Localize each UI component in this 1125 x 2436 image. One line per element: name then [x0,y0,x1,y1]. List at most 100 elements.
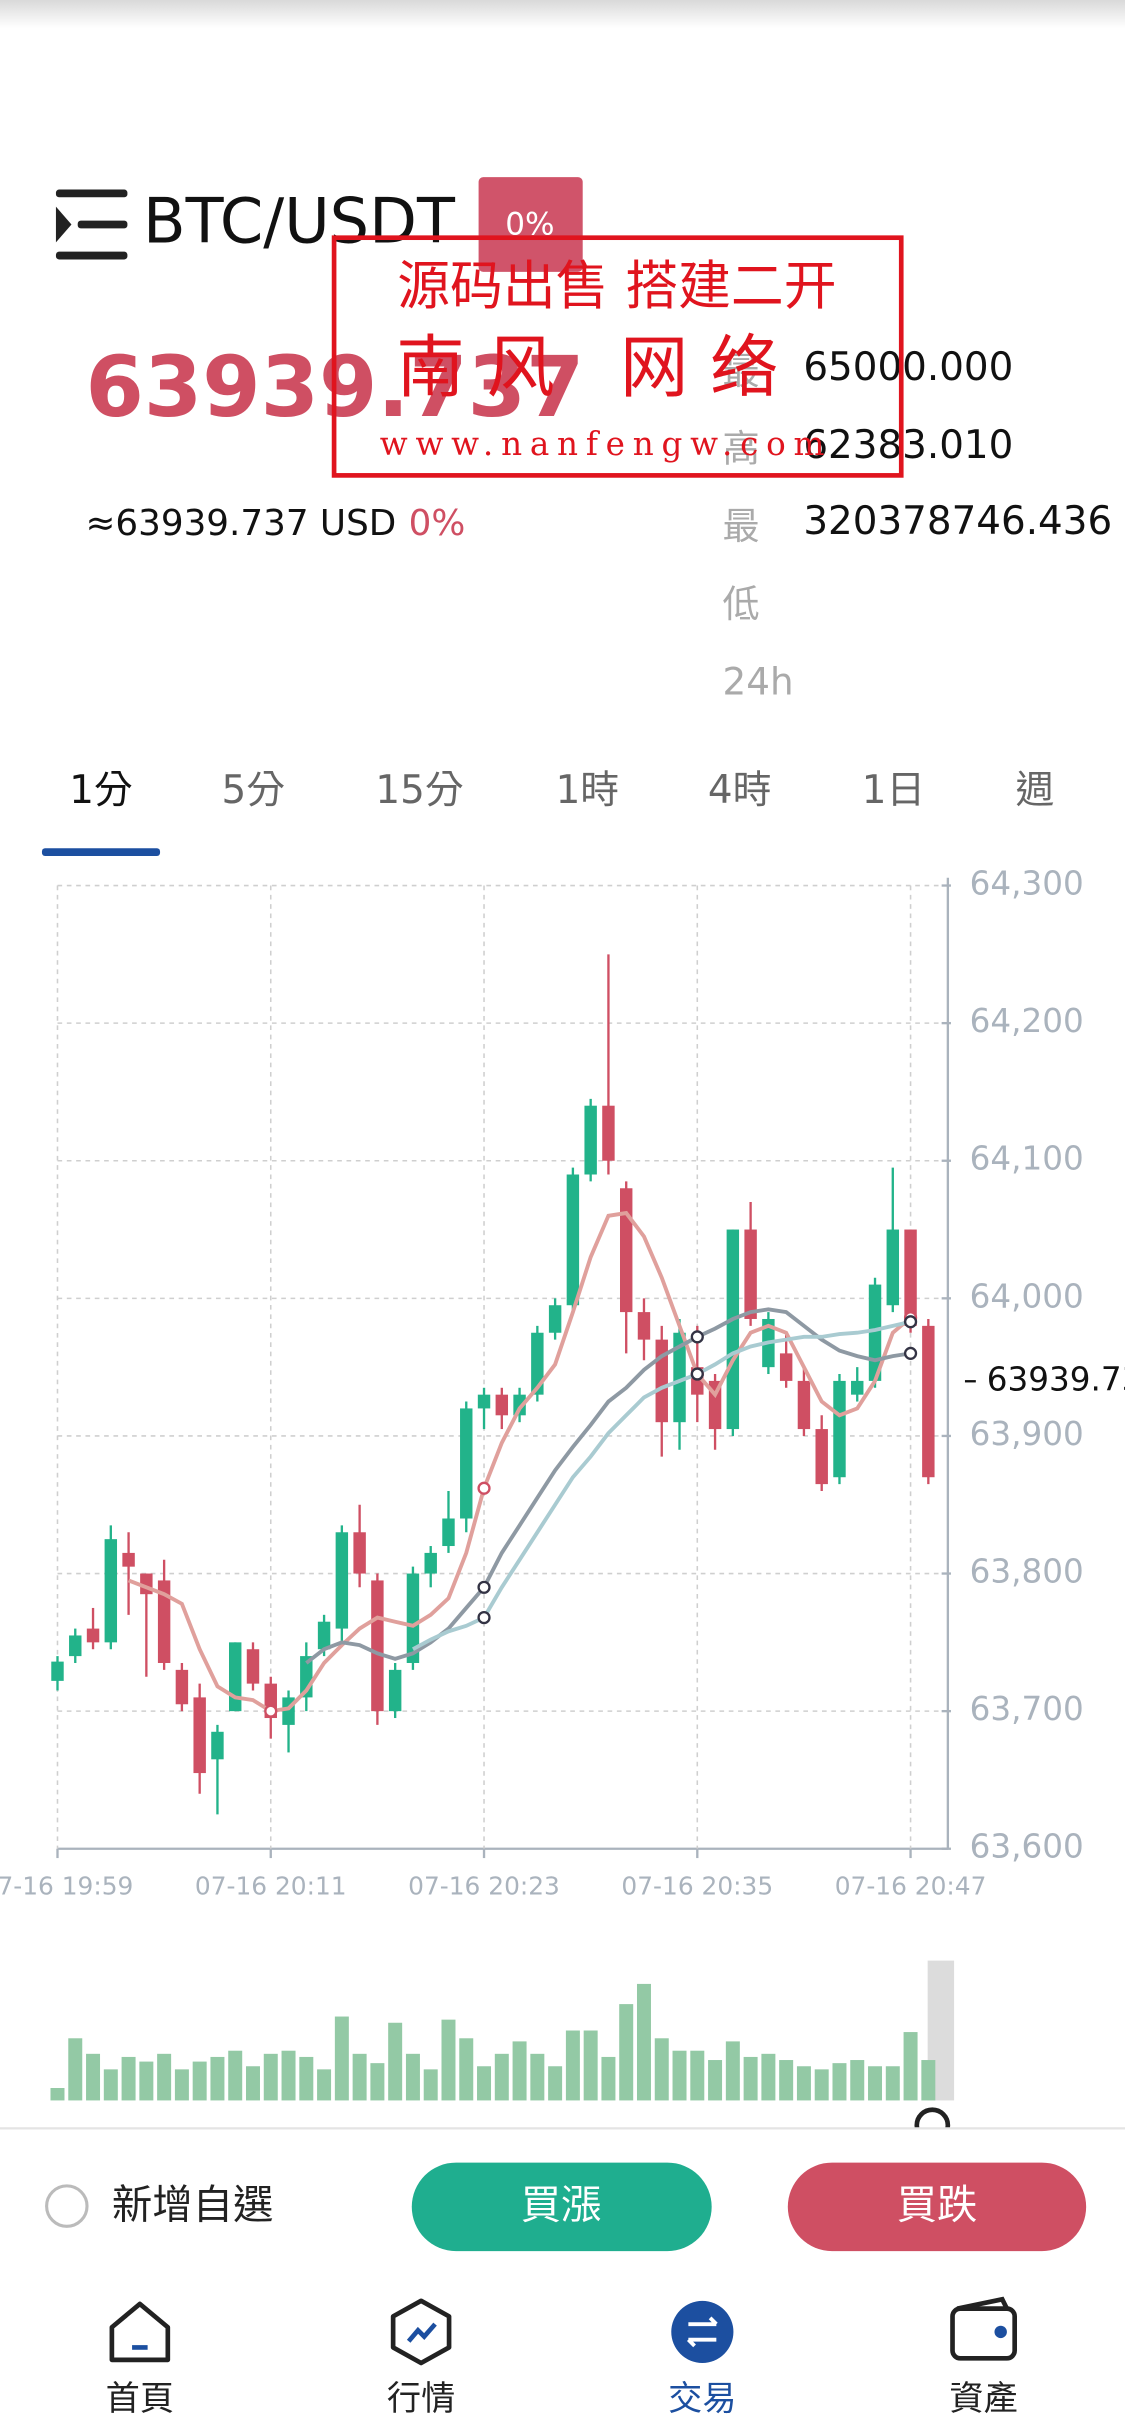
volume-bar [725,2041,740,2101]
nav-market[interactable]: 行情 [387,2298,455,2419]
nav-label[interactable]: 交易 [668,2379,736,2419]
volume-bar [405,2053,420,2101]
y-tick-label: 64,000 [970,1277,1084,1315]
interval-tab[interactable]: 5分 [222,768,286,813]
candle-body [904,1229,917,1326]
candle-body [726,1229,740,1430]
candle-body [922,1325,935,1478]
volume-bar [832,2063,847,2101]
interval-tab[interactable]: 1時 [556,768,620,813]
nav-trade[interactable]: 交易 [668,2300,737,2419]
buy-button[interactable] [411,2162,712,2252]
volume-bar [317,2069,332,2101]
interval-tab[interactable]: 週 [1015,768,1054,813]
stat-value: 62383.010 [803,423,1013,468]
candle-body [442,1518,455,1547]
watchlist-label[interactable]: 新增自選 [112,2182,274,2229]
volume-bar [530,2053,545,2101]
candle-body [477,1394,491,1409]
candle-body [388,1669,402,1712]
stat-value: 320378746.436 [803,499,1112,544]
candle-body [495,1394,509,1416]
volume-bar [121,2056,136,2101]
y-tick-label: 64,200 [970,1002,1084,1040]
nav-label[interactable]: 資產 [949,2379,1017,2419]
volume-bar [86,2053,101,2101]
ma-point [264,1704,278,1718]
candle-body [602,1105,615,1161]
volume-bar [761,2053,776,2101]
ma-point [903,1346,918,1360]
stat-value: 65000.000 [803,345,1013,390]
ma-point [477,1481,491,1495]
volume-bar [512,2041,527,2101]
chart: 63,600 63,700 63,800 63,900 64,000 64,100 64,2… [0,865,1125,1901]
nav-label[interactable]: 首頁 [106,2379,174,2419]
volume-bar [619,2004,634,2101]
interval-tab[interactable]: 4時 [708,768,772,813]
volume-bar [477,2066,492,2101]
last-price-label: 63939.737 [987,1360,1125,1398]
nav-label[interactable]: 行情 [387,2379,455,2419]
sell-button[interactable] [787,2162,1087,2252]
volume-bar [903,2032,918,2101]
interval-tab[interactable]: 15分 [375,768,463,813]
volume-bar [352,2053,367,2101]
x-tick-label: 07-16 20:11 [195,1872,347,1901]
candle-body [584,1105,597,1175]
volume-bar [548,2066,563,2101]
pair-name: BTC/USDT [143,184,456,257]
volume-bar [708,2060,723,2101]
interval-tab[interactable]: 1日 [862,768,926,813]
candle-body [513,1394,526,1416]
watermark-line: 源码出售 搭建二开 [397,256,836,317]
candle-body [619,1188,633,1313]
candle-body [797,1380,811,1430]
volume-bar [139,2061,154,2101]
y-tick-label: 63,600 [970,1828,1084,1866]
menu-icon[interactable] [55,189,128,260]
x-tick-label: 07-16 19:59 [0,1872,133,1901]
candle-body [371,1580,384,1712]
candle-body [779,1353,793,1381]
volume-bar [388,2022,403,2101]
sell-label[interactable]: 買跌 [897,2182,978,2229]
volume-bar [370,2063,385,2101]
volume-bar [103,2069,118,2101]
ma-line [127,1210,912,1714]
volume-bar [868,2066,883,2101]
candle-body [229,1642,242,1712]
y-tick-label: 63,700 [970,1690,1084,1728]
volume-bar [814,2069,829,2101]
candle-body [246,1649,260,1684]
candle-body [406,1573,420,1663]
volume-bar [245,2066,260,2101]
volume [50,1983,936,2101]
y-tick-label: 64,100 [970,1140,1084,1178]
candle-body [868,1284,882,1381]
volume-bar [796,2066,811,2101]
buy-label[interactable]: 買漲 [521,2182,602,2229]
volume-bar [228,2050,243,2101]
usd-change: 0% [409,503,466,544]
ma-point [477,1610,491,1625]
volume-bar [263,2053,278,2101]
candle-body [122,1552,135,1567]
candle-body [815,1429,828,1485]
candle-body [175,1669,189,1705]
watchlist-checkbox[interactable] [45,2184,89,2228]
watermark-line: www.nanfengw.com [380,425,832,463]
volume-bar [494,2053,509,2101]
ma-line [412,1319,912,1651]
interval-tab[interactable]: 1分 [69,768,133,813]
nav-home[interactable]: 首頁 [106,2301,174,2419]
candle-body [317,1621,331,1650]
ma-point [690,1367,704,1381]
ma-point [690,1330,704,1344]
candle-body [673,1332,686,1423]
volume-bar [743,2056,758,2101]
candle-body [424,1552,437,1574]
nav-assets[interactable]: 資產 [949,2296,1018,2419]
